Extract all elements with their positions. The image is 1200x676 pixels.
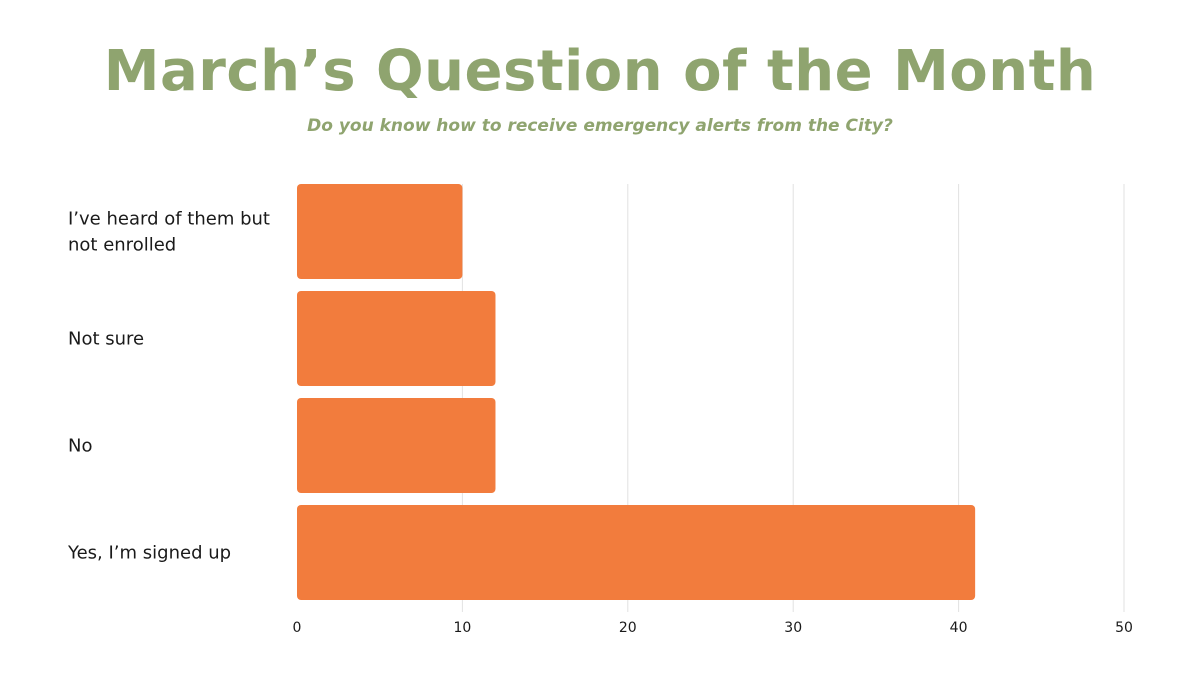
category-label: Yes, I’m signed up bbox=[67, 543, 231, 564]
category-label: I’ve heard of them but not enrolled bbox=[68, 209, 270, 256]
x-tick-label: 50 bbox=[1115, 620, 1133, 636]
category-label-line: No bbox=[68, 436, 92, 457]
bars bbox=[297, 184, 976, 600]
category-label-line: Not sure bbox=[68, 329, 144, 350]
bar bbox=[297, 398, 496, 493]
category-label-line: not enrolled bbox=[68, 235, 176, 256]
bar bbox=[297, 505, 976, 600]
category-label-line: Yes, I’m signed up bbox=[67, 543, 231, 564]
category-label-line: I’ve heard of them but bbox=[68, 209, 270, 230]
x-tick-label: 40 bbox=[950, 620, 968, 636]
category-labels: I’ve heard of them but not enrolled Not su… bbox=[67, 209, 270, 564]
category-label: No bbox=[68, 436, 92, 457]
bar bbox=[297, 291, 496, 386]
chart-title: March’s Question of the Month bbox=[103, 39, 1097, 104]
bar bbox=[297, 184, 463, 279]
x-tick-label: 30 bbox=[784, 620, 802, 636]
category-label: Not sure bbox=[68, 329, 144, 350]
x-tick-label: 10 bbox=[453, 620, 471, 636]
x-tick-label: 20 bbox=[619, 620, 637, 636]
x-axis-tick-labels: 0 10 20 30 40 50 bbox=[293, 620, 1133, 636]
x-tick-label: 0 bbox=[293, 620, 302, 636]
chart-subtitle: Do you know how to receive emergency ale… bbox=[307, 116, 893, 136]
